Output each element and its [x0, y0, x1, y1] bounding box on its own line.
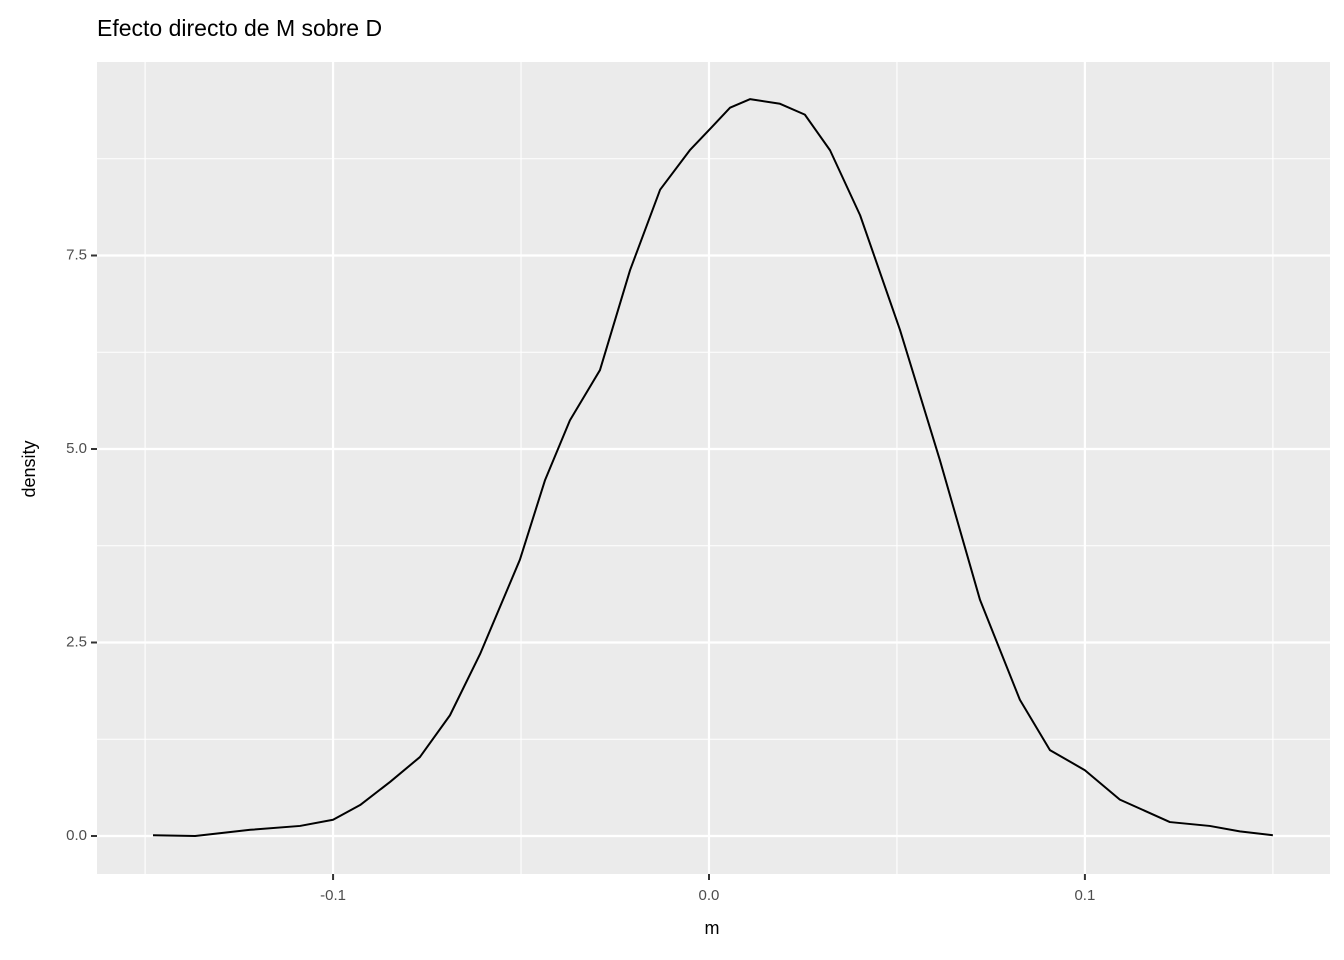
- y-tick-label: 7.5: [66, 246, 87, 263]
- x-tick-label: 0.0: [699, 887, 720, 904]
- y-tick-label: 2.5: [66, 633, 87, 650]
- x-axis-label: m: [705, 918, 720, 938]
- y-axis-label: density: [19, 440, 39, 497]
- x-tick-label: -0.1: [320, 887, 346, 904]
- y-tick-label: 0.0: [66, 827, 87, 844]
- y-tick-label: 5.0: [66, 440, 87, 457]
- density-line: [152, 98, 1273, 837]
- plot-panel: [97, 62, 1330, 874]
- x-tick-label: 0.1: [1074, 887, 1095, 904]
- chart-title: Efecto directo de M sobre D: [97, 15, 382, 41]
